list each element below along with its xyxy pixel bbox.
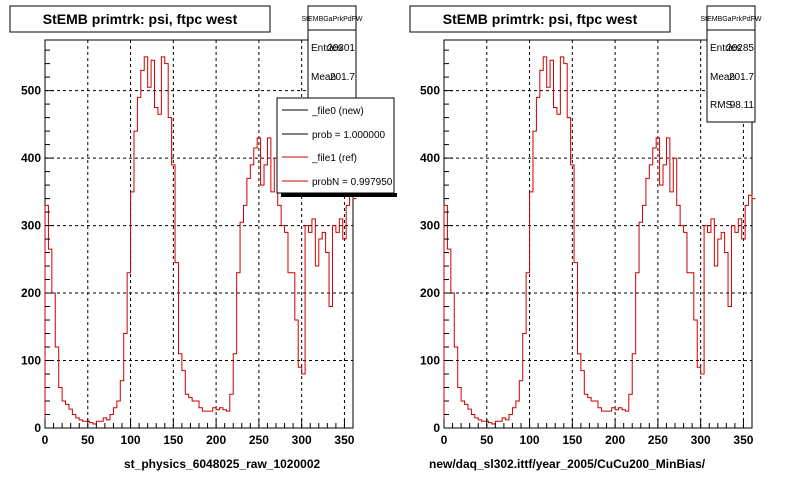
left-x-tick-label: 200 bbox=[206, 433, 226, 447]
right-x-tick-label: 50 bbox=[480, 433, 494, 447]
left-y-tick-label: 500 bbox=[21, 84, 41, 98]
right-stats-mean-label: Mean bbox=[710, 72, 735, 83]
left-stats-mean-value: 201.7 bbox=[330, 72, 355, 83]
left-x-tick-label: 150 bbox=[163, 433, 183, 447]
right-ref-histogram-line bbox=[443, 56, 756, 428]
right-title-box bbox=[409, 5, 671, 33]
legend-entry-prob: prob = 1.000000 bbox=[312, 130, 386, 141]
left-title-box bbox=[9, 5, 271, 33]
right-y-tick-label: 500 bbox=[420, 84, 440, 98]
left-stats-entries-value: 20301 bbox=[327, 43, 355, 54]
left-y-tick-label: 200 bbox=[21, 286, 41, 300]
right-stats-entries-value: 20285 bbox=[726, 43, 754, 54]
left-x-tick-label: 300 bbox=[292, 433, 312, 447]
left-title: StEMB primtrk: psi, ftpc west bbox=[43, 11, 238, 27]
right-stats-rms-label: RMS bbox=[710, 100, 733, 111]
right-title: StEMB primtrk: psi, ftpc west bbox=[443, 11, 638, 27]
right-y-tick-label: 100 bbox=[420, 354, 440, 368]
right-x-tick-label: 300 bbox=[691, 433, 711, 447]
left-x-tick-label: 350 bbox=[334, 433, 354, 447]
left-stats-header: StEMBGaPrkPdFW bbox=[301, 16, 362, 23]
left-y-tick-label: 400 bbox=[21, 151, 41, 165]
legend-entry-new: _file0 (new) bbox=[311, 106, 364, 117]
right-x-tick-label: 150 bbox=[562, 433, 582, 447]
right-stats-mean-value: 201.7 bbox=[729, 72, 754, 83]
right-stats-box: StEMBGaPrkPdFW Entries 20285 Mean 201.7 … bbox=[700, 5, 762, 123]
right-x-tick-label: 200 bbox=[605, 433, 625, 447]
left-x-tick-label: 0 bbox=[42, 433, 49, 447]
right-axes: 0 50 100 150 200 250 300 350 0 100 200 300 400 500 bbox=[420, 49, 754, 447]
left-stats-mean-label: Mean bbox=[311, 72, 336, 83]
right-histogram bbox=[443, 56, 756, 428]
left-x-tick-label: 100 bbox=[121, 433, 141, 447]
left-histogram bbox=[44, 56, 357, 428]
left-stats-entries-label: Entries bbox=[311, 43, 342, 54]
right-x-tick-label: 100 bbox=[520, 433, 540, 447]
right-x-tick-label: 250 bbox=[648, 433, 668, 447]
left-y-tick-label: 0 bbox=[34, 421, 41, 435]
left-y-tick-label: 300 bbox=[21, 219, 41, 233]
left-x-tick-label: 250 bbox=[249, 433, 269, 447]
left-x-axis-label: st_physics_6048025_raw_1020002 bbox=[124, 457, 320, 471]
right-x-tick-label: 0 bbox=[441, 433, 448, 447]
right-x-axis-label: new/daq_sl302.ittf/year_2005/CuCu200_Min… bbox=[429, 457, 706, 471]
right-plot-frame bbox=[443, 39, 753, 429]
legend-entry-ref: _file1 (ref) bbox=[311, 153, 357, 164]
right-y-tick-label: 400 bbox=[420, 151, 440, 165]
left-legend: _file0 (new) prob = 1.000000 _file1 (ref… bbox=[276, 97, 397, 197]
right-stats-rms-value: 98.11 bbox=[730, 100, 755, 111]
right-y-tick-label: 300 bbox=[420, 219, 440, 233]
legend-entry-probn: probN = 0.997950 bbox=[312, 177, 393, 188]
left-axes: 0 50 100 150 200 250 300 350 0 100 200 300 400 500 bbox=[21, 49, 355, 447]
right-y-tick-label: 0 bbox=[433, 421, 440, 435]
right-histogram-panel: 0 50 100 150 200 250 300 350 0 100 200 300 400 500 St… bbox=[409, 5, 762, 471]
right-y-tick-label: 200 bbox=[420, 286, 440, 300]
left-x-tick-label: 50 bbox=[81, 433, 95, 447]
left-histogram-panel: 0 50 100 150 200 250 300 350 0 100 200 300 400 500 St… bbox=[9, 5, 397, 471]
right-stats-entries-label: Entries bbox=[710, 43, 741, 54]
left-y-tick-label: 100 bbox=[21, 354, 41, 368]
right-stats-header: StEMBGaPrkPdFW bbox=[700, 16, 761, 23]
right-x-tick-label: 350 bbox=[733, 433, 753, 447]
left-ref-histogram-line bbox=[44, 56, 357, 428]
